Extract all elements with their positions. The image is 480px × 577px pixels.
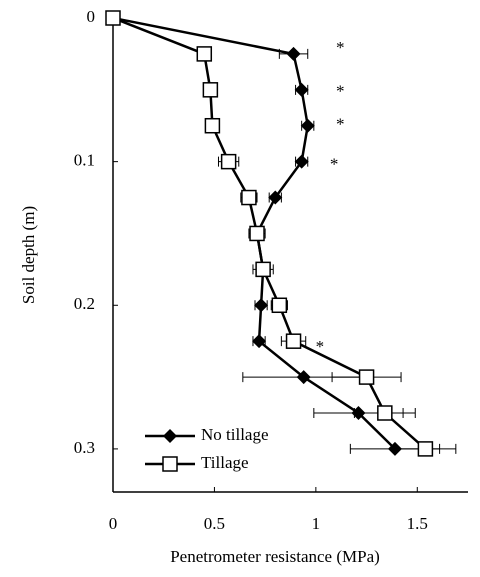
series-line: [112, 16, 427, 450]
data-point: [351, 406, 366, 420]
y-tick-label: 0.3: [74, 438, 95, 457]
data-point: [220, 153, 237, 170]
data-point: [417, 441, 434, 457]
legend-label: Tillage: [201, 453, 249, 472]
x-tick-label: 1: [312, 514, 321, 533]
data-point: [202, 82, 219, 98]
data-point: [294, 82, 309, 97]
data-point: [196, 46, 213, 62]
data-point: [105, 10, 121, 26]
y-tick-label: 0.1: [74, 151, 95, 170]
legend-marker: [163, 429, 177, 443]
annotation: *: [336, 81, 345, 100]
legend-marker: [162, 456, 178, 472]
x-tick-label: 0.5: [204, 514, 225, 533]
data-point: [387, 441, 402, 456]
data-point: [204, 117, 221, 134]
data-point: [285, 333, 302, 349]
y-axis-label: Soil depth (m): [19, 206, 38, 304]
data-point: [271, 297, 288, 314]
data-point: [252, 334, 267, 349]
data-point: [294, 154, 309, 169]
data-point: [377, 405, 393, 421]
data-point: [300, 118, 315, 133]
annotation: *: [336, 114, 345, 133]
data-point: [268, 190, 283, 205]
data-point: [241, 189, 257, 206]
data-point: [249, 225, 265, 242]
y-tick-label: 0: [87, 7, 96, 26]
legend-label: No tillage: [201, 425, 269, 444]
annotation: *: [316, 337, 325, 356]
x-tick-label: 0: [109, 514, 118, 533]
annotation: *: [330, 155, 339, 174]
data-point: [254, 298, 269, 313]
y-tick-label: 0.2: [74, 294, 95, 313]
x-axis-label: Penetrometer resistance (MPa): [170, 547, 380, 566]
data-point: [296, 370, 311, 385]
data-point: [358, 369, 375, 385]
data-point: [255, 261, 271, 278]
annotation: *: [336, 38, 345, 57]
x-tick-label: 1.5: [407, 514, 428, 533]
data-point: [286, 46, 301, 61]
